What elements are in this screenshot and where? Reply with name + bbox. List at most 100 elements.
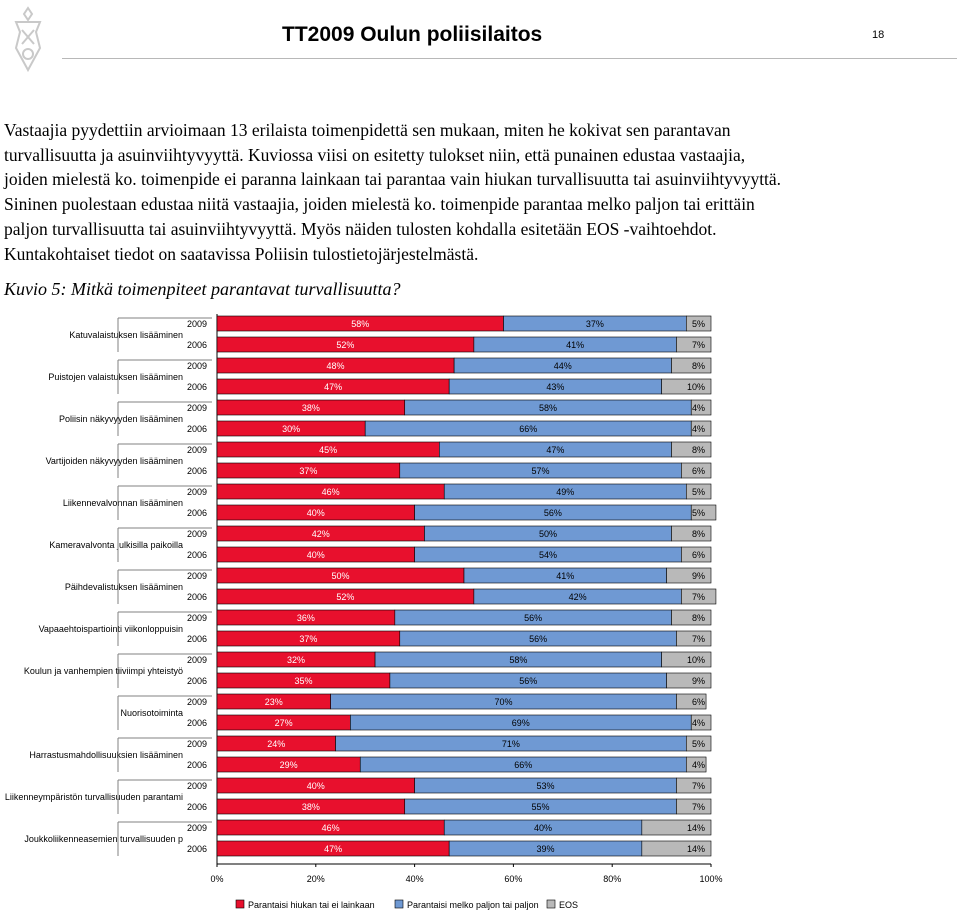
year-label: 2009 — [187, 739, 207, 749]
category-label: Vapaaehtoispartiointi viikonloppuisin — [39, 624, 183, 634]
data-label: 38% — [302, 802, 320, 812]
data-label: 5% — [692, 487, 705, 497]
header-bar: TT2009 Oulun poliisilaitos 18 — [62, 17, 957, 59]
year-label: 2009 — [187, 781, 207, 791]
bar-segment — [685, 315, 712, 332]
data-label: 52% — [336, 340, 354, 350]
data-label: 41% — [556, 571, 574, 581]
data-label: 7% — [692, 634, 705, 644]
year-label: 2006 — [187, 718, 207, 728]
data-label: 56% — [544, 508, 562, 518]
bar-segment — [661, 378, 712, 395]
year-label: 2009 — [187, 361, 207, 371]
year-label: 2006 — [187, 508, 207, 518]
data-label: 56% — [519, 676, 537, 686]
data-label: 4% — [692, 718, 705, 728]
x-tick-label: 40% — [406, 874, 424, 884]
data-label: 49% — [556, 487, 574, 497]
data-label: 66% — [519, 424, 537, 434]
year-label: 2009 — [187, 529, 207, 539]
category-label: Nuorisotoiminta — [120, 708, 183, 718]
category-label: Poliisin näkyvyyden lisääminen — [59, 414, 183, 424]
data-label: 7% — [692, 802, 705, 812]
data-label: 47% — [324, 844, 342, 854]
x-tick-label: 20% — [307, 874, 325, 884]
data-label: 50% — [539, 529, 557, 539]
intro-line: Kuntakohtaiset tiedot on saatavissa Poli… — [4, 243, 479, 264]
data-label: 7% — [692, 592, 705, 602]
data-label: 8% — [692, 613, 705, 623]
data-label: 10% — [687, 382, 705, 392]
intro-line: joiden mielestä ko. toimenpide ei parann… — [4, 169, 782, 190]
data-label: 47% — [324, 382, 342, 392]
data-label: 56% — [524, 613, 542, 623]
data-label: 23% — [265, 697, 283, 707]
data-label: 58% — [539, 403, 557, 413]
data-label: 5% — [692, 319, 705, 329]
category-label: Koulun ja vanhempien tiiviimpi yhteistyö — [24, 666, 183, 676]
data-label: 40% — [307, 508, 325, 518]
intro-line: Vastaajia pyydettiin arvioimaan 13 erila… — [4, 120, 731, 140]
data-label: 56% — [529, 634, 547, 644]
x-tick-label: 80% — [603, 874, 621, 884]
data-label: 39% — [537, 844, 555, 854]
bar-segment — [685, 483, 712, 500]
bar-segment — [676, 777, 712, 794]
data-label: 29% — [280, 760, 298, 770]
year-label: 2006 — [187, 844, 207, 854]
data-label: 37% — [299, 466, 317, 476]
data-label: 42% — [569, 592, 587, 602]
data-label: 55% — [532, 802, 550, 812]
bar-segment — [685, 756, 707, 773]
intro-line: turvallisuutta ja asuinviihtyvyyttä. Kuv… — [4, 144, 746, 165]
data-label: 53% — [537, 781, 555, 791]
figure-caption: Kuvio 5: Mitkä toimenpiteet parantavat t… — [4, 279, 401, 299]
bar-segment — [685, 735, 712, 752]
data-label: 42% — [312, 529, 330, 539]
category-label: Puistojen valaistuksen lisääminen — [48, 372, 183, 382]
data-label: 24% — [267, 739, 285, 749]
bar-segment — [676, 693, 707, 710]
intro-paragraph: Vastaajia pyydettiin arvioimaan 13 erila… — [4, 118, 952, 266]
category-label: Vartijoiden näkyvyyden lisääminen — [46, 456, 183, 466]
year-label: 2009 — [187, 445, 207, 455]
bar-segment — [676, 630, 712, 647]
data-label: 46% — [322, 487, 340, 497]
category-label: Kameravalvonta julkisilla paikoilla — [49, 540, 183, 550]
bar-segment — [690, 714, 712, 731]
data-label: 8% — [692, 445, 705, 455]
data-label: 5% — [692, 739, 705, 749]
data-label: 54% — [539, 550, 557, 560]
data-label: 57% — [532, 466, 550, 476]
bar-segment — [666, 567, 712, 584]
legend-swatch — [394, 899, 404, 909]
data-label: 41% — [566, 340, 584, 350]
year-label: 2009 — [187, 319, 207, 329]
page-number: 18 — [872, 29, 885, 41]
category-label: Päihdevalistuksen lisääminen — [65, 582, 183, 592]
category-label: Katuvalaistuksen lisääminen — [69, 330, 183, 340]
bar-segment — [671, 525, 712, 542]
legend-label: EOS — [559, 900, 578, 910]
data-label: 58% — [351, 319, 369, 329]
data-label: 9% — [692, 571, 705, 581]
year-label: 2006 — [187, 550, 207, 560]
bar-segment — [666, 672, 712, 689]
data-label: 14% — [687, 844, 705, 854]
x-tick-label: 60% — [504, 874, 522, 884]
bar-segment — [690, 420, 712, 437]
data-label: 58% — [509, 655, 527, 665]
data-label: 44% — [554, 361, 572, 371]
data-label: 37% — [586, 319, 604, 329]
data-label: 38% — [302, 403, 320, 413]
data-label: 4% — [692, 760, 705, 770]
data-label: 36% — [297, 613, 315, 623]
data-label: 8% — [692, 361, 705, 371]
bar-segment — [676, 336, 712, 353]
data-label: 4% — [692, 403, 705, 413]
bar-segment — [671, 357, 712, 374]
data-label: 6% — [692, 697, 705, 707]
page-title: TT2009 Oulun poliisilaitos — [282, 23, 543, 46]
year-label: 2006 — [187, 340, 207, 350]
data-label: 10% — [687, 655, 705, 665]
